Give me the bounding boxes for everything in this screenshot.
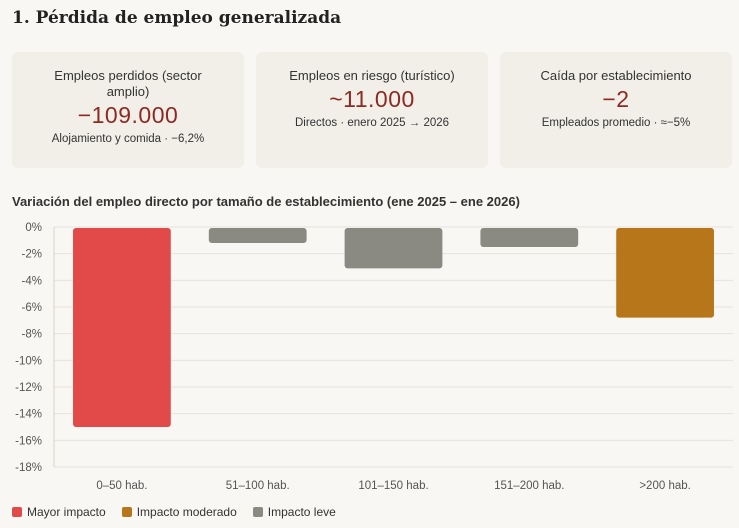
stat-card-drop-per-establishment: Caída por establecimiento −2 Empleados p… (500, 52, 732, 168)
legend-label: Mayor impacto (27, 505, 106, 519)
x-tick-label: 101–150 hab. (358, 480, 428, 492)
bar (208, 228, 307, 243)
chart-title: Variación del empleo directo por tamaño … (12, 194, 520, 209)
stat-card-jobs-at-risk: Empleos en riesgo (turístico) ~11.000 Di… (256, 52, 488, 168)
y-tick-label: -18% (15, 462, 42, 474)
bar (344, 228, 443, 269)
legend-item-moderate: Impacto moderado (121, 505, 237, 519)
legend-swatch (121, 507, 132, 517)
stat-card-sub: Empleados promedio · ≈−5% (541, 117, 691, 129)
stat-card-sub: Directos · enero 2025 → 2026 (294, 117, 450, 129)
bar-chart: 0% -2% -4% -6% -8% -10% -12% -14% -16% -18% 0–50 h… (15, 222, 733, 492)
legend-label: Impacto moderado (136, 505, 237, 519)
stat-card-jobs-lost: Empleos perdidos (sector amplio) −109.00… (12, 52, 244, 168)
y-tick-label: -8% (22, 329, 42, 341)
y-tick-label: -4% (22, 275, 42, 287)
stat-card-sub: Alojamiento y comida · −6,2% (51, 133, 205, 145)
bar (616, 228, 714, 318)
y-tick-label: -6% (22, 302, 42, 314)
legend-label: Impacto leve (267, 505, 336, 519)
stat-card-label: Empleos en riesgo (turístico) (289, 68, 455, 83)
bar (480, 228, 579, 247)
chart-legend: Mayor impacto Impacto moderado Impacto l… (12, 505, 336, 519)
stat-card-value: −109.000 (77, 102, 179, 128)
legend-item-major: Mayor impacto (12, 505, 106, 519)
y-tick-label: 0% (25, 222, 42, 234)
x-tick-label: 0–50 hab. (96, 480, 147, 492)
legend-swatch (252, 507, 263, 517)
y-tick-label: -10% (15, 355, 42, 367)
x-tick-label: 151–200 hab. (494, 480, 564, 492)
page-title: 1. Pérdida de empleo generalizada (12, 8, 342, 28)
y-tick-label: -12% (15, 382, 42, 394)
legend-swatch (12, 507, 22, 517)
y-tick-label: -16% (15, 435, 42, 447)
x-tick-label: 51–100 hab. (226, 480, 290, 492)
stat-card-label: Empleos perdidos (sector amplio) (54, 68, 202, 99)
x-tick-label: >200 hab. (639, 480, 690, 492)
y-tick-label: -14% (15, 409, 42, 421)
stat-card-value: −2 (602, 86, 630, 112)
stat-card-label: Caída por establecimiento (540, 68, 692, 83)
legend-item-mild: Impacto leve (252, 505, 336, 519)
y-tick-label: -2% (22, 249, 42, 261)
bar (73, 228, 171, 427)
stat-card-value: ~11.000 (329, 86, 415, 112)
